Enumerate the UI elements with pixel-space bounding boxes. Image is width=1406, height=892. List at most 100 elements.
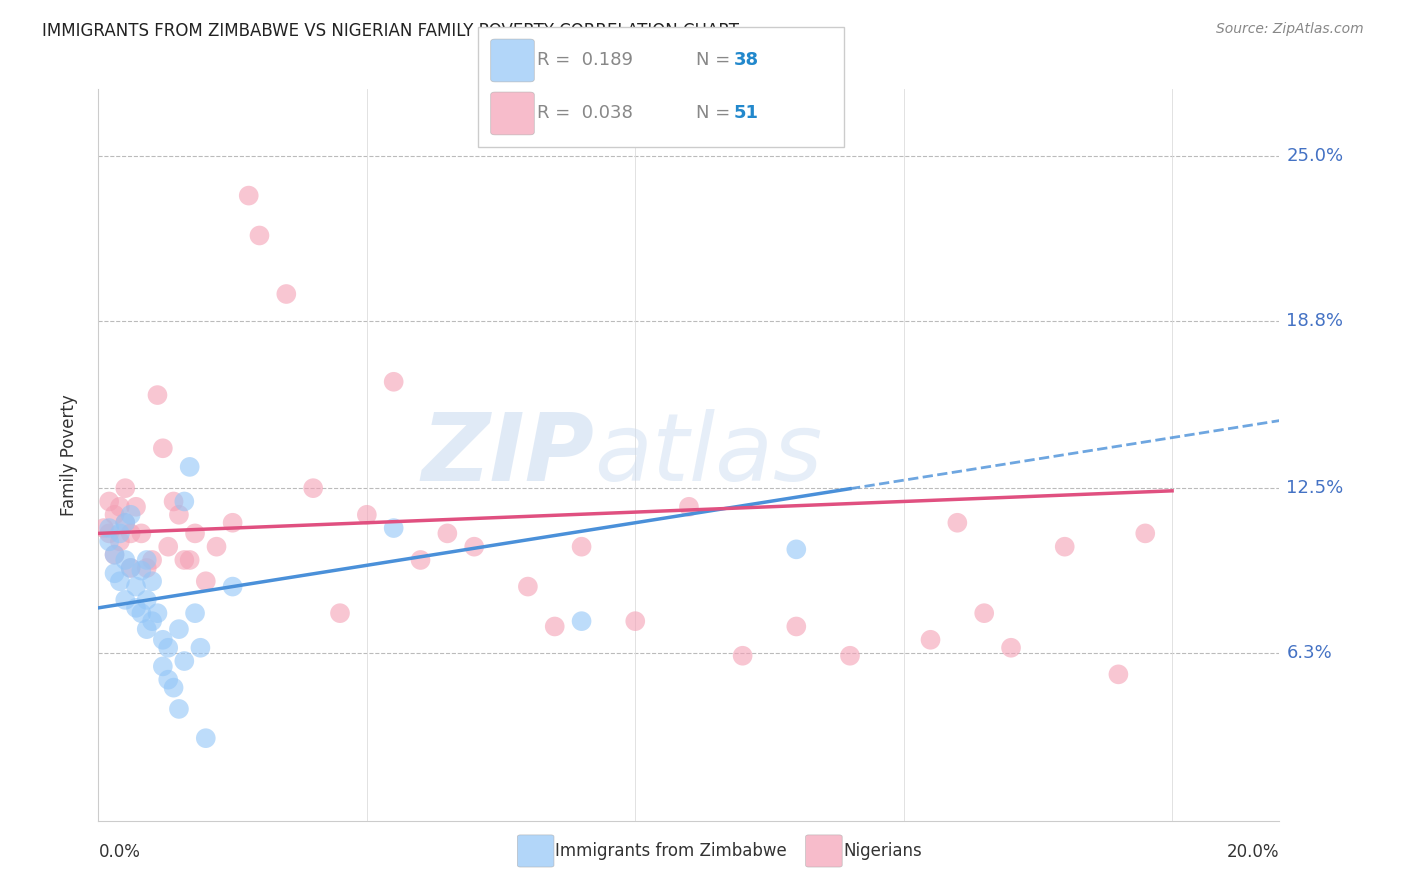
- Point: [173, 654, 195, 668]
- Point: [382, 521, 405, 535]
- Point: [1053, 540, 1076, 554]
- Point: [249, 228, 271, 243]
- Point: [131, 564, 153, 578]
- Point: [114, 553, 136, 567]
- Point: [544, 619, 567, 633]
- Point: [516, 580, 538, 594]
- Point: [157, 673, 180, 687]
- Point: [238, 188, 260, 202]
- Text: ZIP: ZIP: [422, 409, 595, 501]
- Point: [108, 500, 131, 514]
- Point: [463, 540, 485, 554]
- Point: [276, 287, 298, 301]
- Point: [173, 494, 195, 508]
- Point: [382, 375, 405, 389]
- Text: 38: 38: [734, 52, 759, 70]
- Point: [108, 574, 131, 589]
- Point: [946, 516, 969, 530]
- Text: 25.0%: 25.0%: [1286, 146, 1344, 165]
- Point: [141, 574, 163, 589]
- Point: [571, 614, 593, 628]
- Point: [785, 619, 807, 633]
- Point: [190, 640, 212, 655]
- Point: [141, 614, 163, 628]
- Point: [135, 593, 157, 607]
- Point: [114, 516, 136, 530]
- Point: [131, 606, 153, 620]
- Text: IMMIGRANTS FROM ZIMBABWE VS NIGERIAN FAMILY POVERTY CORRELATION CHART: IMMIGRANTS FROM ZIMBABWE VS NIGERIAN FAM…: [42, 22, 740, 40]
- Point: [678, 500, 700, 514]
- Point: [152, 659, 174, 673]
- Point: [205, 540, 228, 554]
- Point: [98, 521, 121, 535]
- Point: [1135, 526, 1157, 541]
- Point: [1000, 640, 1022, 655]
- Point: [114, 593, 136, 607]
- Text: 20.0%: 20.0%: [1227, 843, 1279, 861]
- Point: [108, 534, 131, 549]
- Point: [135, 622, 157, 636]
- Point: [120, 526, 142, 541]
- Text: N =: N =: [696, 104, 735, 122]
- Point: [103, 566, 125, 581]
- Point: [167, 508, 190, 522]
- Point: [120, 561, 142, 575]
- Point: [785, 542, 807, 557]
- Text: R =  0.038: R = 0.038: [537, 104, 633, 122]
- Point: [194, 574, 217, 589]
- Point: [125, 500, 148, 514]
- Point: [125, 600, 148, 615]
- Point: [98, 526, 121, 541]
- Text: Nigerians: Nigerians: [844, 842, 922, 860]
- Text: 51: 51: [734, 104, 759, 122]
- Point: [131, 526, 153, 541]
- Point: [1107, 667, 1129, 681]
- Text: 0.0%: 0.0%: [98, 843, 141, 861]
- Point: [167, 622, 190, 636]
- Point: [571, 540, 593, 554]
- Point: [135, 553, 157, 567]
- Point: [146, 388, 169, 402]
- Text: Source: ZipAtlas.com: Source: ZipAtlas.com: [1216, 22, 1364, 37]
- Point: [173, 553, 195, 567]
- Point: [120, 561, 142, 575]
- Text: 18.8%: 18.8%: [1286, 311, 1344, 330]
- Text: N =: N =: [696, 52, 735, 70]
- Point: [194, 731, 217, 746]
- Point: [162, 494, 184, 508]
- Point: [98, 534, 121, 549]
- Point: [114, 516, 136, 530]
- Point: [108, 526, 131, 541]
- Point: [436, 526, 458, 541]
- Point: [409, 553, 432, 567]
- Point: [184, 606, 207, 620]
- Point: [125, 580, 148, 594]
- Point: [141, 553, 163, 567]
- Text: R =  0.189: R = 0.189: [537, 52, 633, 70]
- Point: [179, 553, 201, 567]
- Point: [356, 508, 378, 522]
- Point: [221, 516, 243, 530]
- Point: [184, 526, 207, 541]
- Point: [93, 521, 115, 535]
- Point: [103, 548, 125, 562]
- Text: 12.5%: 12.5%: [1286, 479, 1344, 497]
- Y-axis label: Family Poverty: Family Poverty: [59, 394, 77, 516]
- Text: Immigrants from Zimbabwe: Immigrants from Zimbabwe: [555, 842, 787, 860]
- Point: [114, 481, 136, 495]
- Point: [157, 540, 180, 554]
- Point: [179, 459, 201, 474]
- Point: [146, 606, 169, 620]
- Point: [98, 494, 121, 508]
- Point: [731, 648, 754, 663]
- Point: [302, 481, 325, 495]
- Point: [624, 614, 647, 628]
- Point: [167, 702, 190, 716]
- Point: [120, 508, 142, 522]
- Point: [157, 640, 180, 655]
- Point: [162, 681, 184, 695]
- Text: 6.3%: 6.3%: [1286, 644, 1333, 662]
- Point: [221, 580, 243, 594]
- Text: atlas: atlas: [595, 409, 823, 500]
- Point: [152, 632, 174, 647]
